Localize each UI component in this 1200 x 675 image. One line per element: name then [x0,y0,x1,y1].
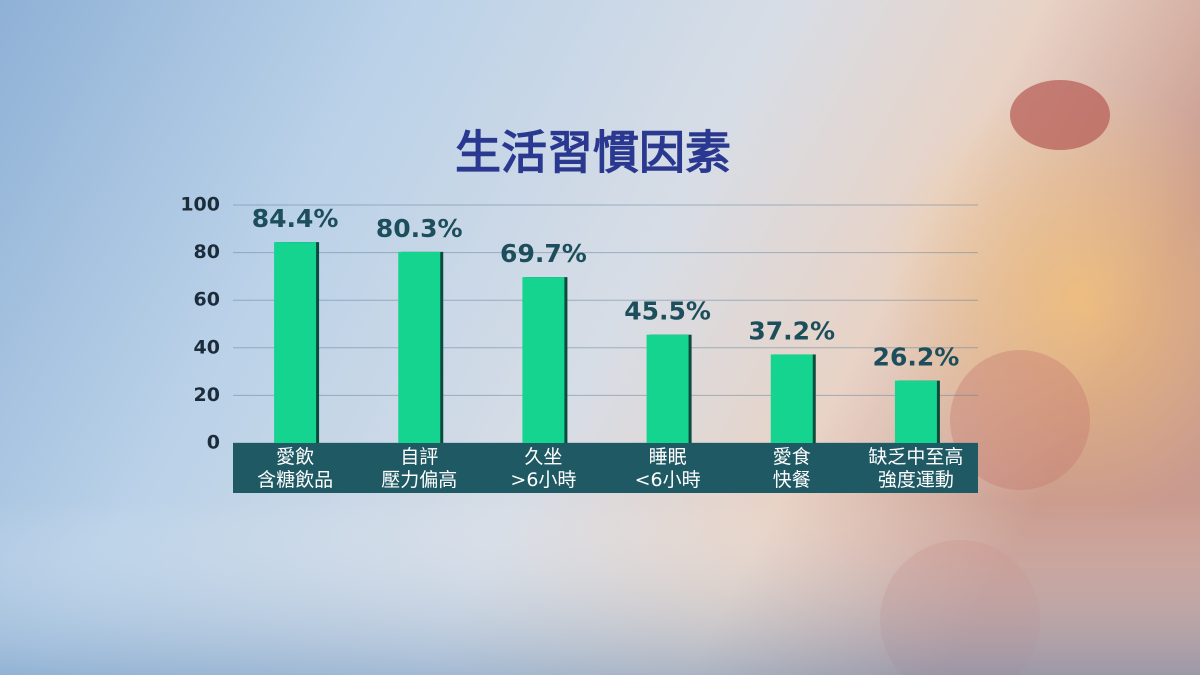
x-tick-label-line: 自評 [400,446,438,468]
bar [398,251,441,443]
decor-wave [0,500,1200,675]
bar [894,380,937,443]
y-tick-label: 40 [194,336,220,358]
chart-title: 生活習慣因素 [455,126,731,180]
bar [770,354,813,443]
x-tick-label-line: 缺乏中至高 [868,446,963,468]
y-tick-label: 20 [194,384,220,406]
bar [522,277,565,443]
x-tick-label-line: <6小時 [635,469,701,491]
value-label: 80.3% [376,214,463,243]
value-label: 26.2% [873,343,960,372]
x-tick-label-line: >6小時 [510,469,576,491]
x-tick-label: 愛食快餐 [773,446,811,491]
y-tick-label: 60 [194,289,220,311]
decor-circle [950,350,1090,490]
x-tick-label-line: 愛飲 [276,446,314,468]
bar [274,242,317,443]
bar [646,334,689,443]
x-tick-label: 自評壓力偏高 [381,446,457,491]
y-tick-label: 100 [180,194,220,216]
x-tick-label-line: 含糖飲品 [257,469,333,491]
y-tick-label: 80 [194,241,220,263]
value-label: 45.5% [624,297,711,326]
category-band [233,443,978,493]
x-tick-label: 缺乏中至高強度運動 [868,446,963,491]
y-tick-label: 0 [207,432,220,454]
value-label: 69.7% [500,239,587,268]
glow [880,80,1200,520]
x-tick-label-line: 壓力偏高 [381,469,457,491]
x-tick-label-line: 睡眠 [649,446,687,468]
x-tick-label-line: 快餐 [773,469,811,491]
x-tick-label-line: 久坐 [524,446,562,468]
x-tick-label: 愛飲含糖飲品 [257,446,333,491]
x-tick-label: 睡眠<6小時 [635,446,701,491]
x-tick-label-line: 愛食 [773,446,811,468]
decor-capsule [1010,80,1110,150]
plot: 0 20 40 60 80 100 愛飲含糖飲品 84.4% 自評壓力偏高 80.3% 久坐>6小時… [180,194,978,493]
x-tick-label-line: 強度運動 [878,469,954,491]
x-tick-label: 久坐>6小時 [510,446,576,491]
value-label: 37.2% [748,316,835,345]
value-label: 84.4% [252,204,339,233]
